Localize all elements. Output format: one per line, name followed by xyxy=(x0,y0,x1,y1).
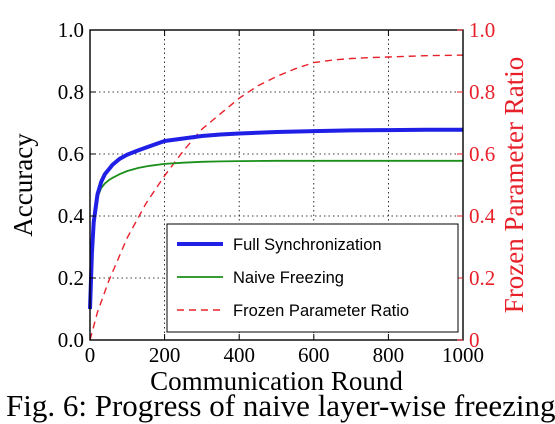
right-y-axis-ticks: 0 0.2 0.4 0.6 0.8 1.0 xyxy=(457,18,496,352)
left-y-tick-label: 0.4 xyxy=(58,204,85,228)
x-tick-label: 600 xyxy=(298,343,330,367)
legend-label-naive-freezing: Naive Freezing xyxy=(233,269,344,287)
x-tick-label: 400 xyxy=(223,343,255,367)
right-y-tick-label: 0.8 xyxy=(469,80,495,104)
series-line-frozen-parameter-ratio xyxy=(89,54,464,341)
plot-frame xyxy=(89,29,464,341)
left-y-tick-label: 1.0 xyxy=(58,18,84,42)
right-y-tick-label: 0 xyxy=(469,328,480,352)
right-y-tick-label: 1.0 xyxy=(469,18,495,42)
chart-canvas: 0 200 400 600 800 1000 0.00.20.40.60.81.0 00.… xyxy=(8,18,529,390)
left-y-axis-label: Accuracy xyxy=(8,133,38,237)
left-y-tick-label: 0.8 xyxy=(58,80,84,104)
x-tick-label: 0 xyxy=(85,343,96,367)
plot-series xyxy=(88,54,464,341)
x-tick-label: 200 xyxy=(149,343,181,367)
x-axis-ticks: 0 200 400 600 800 1000 xyxy=(85,30,484,367)
x-tick-label: 1000 xyxy=(442,343,484,367)
legend-label-frozen-ratio: Frozen Parameter Ratio xyxy=(233,302,409,320)
left-y-tick-label: 0.6 xyxy=(58,142,84,166)
series-line-full-synchronization xyxy=(88,127,463,310)
figure-caption: Fig. 6: Progress of naive layer-wise fre… xyxy=(6,388,555,423)
legend-label-full-sync: Full Synchronization xyxy=(233,236,382,254)
left-y-tick-label: 0.0 xyxy=(58,328,84,352)
left-y-tick-label: 0.2 xyxy=(58,266,84,290)
right-y-tick-label: 0.4 xyxy=(469,204,496,228)
x-axis-label: Communication Round xyxy=(150,366,403,390)
left-y-axis-ticks: 0.0 0.2 0.4 0.6 0.8 1.0 xyxy=(58,18,96,352)
legend: Full Synchronization Naive Freezing Froz… xyxy=(166,223,459,333)
x-tick-label: 800 xyxy=(373,343,405,367)
right-y-tick-label: 0.2 xyxy=(469,266,495,290)
right-y-tick-label: 0.6 xyxy=(469,142,495,166)
right-y-axis-label: Frozen Parameter Ratio xyxy=(499,57,529,313)
